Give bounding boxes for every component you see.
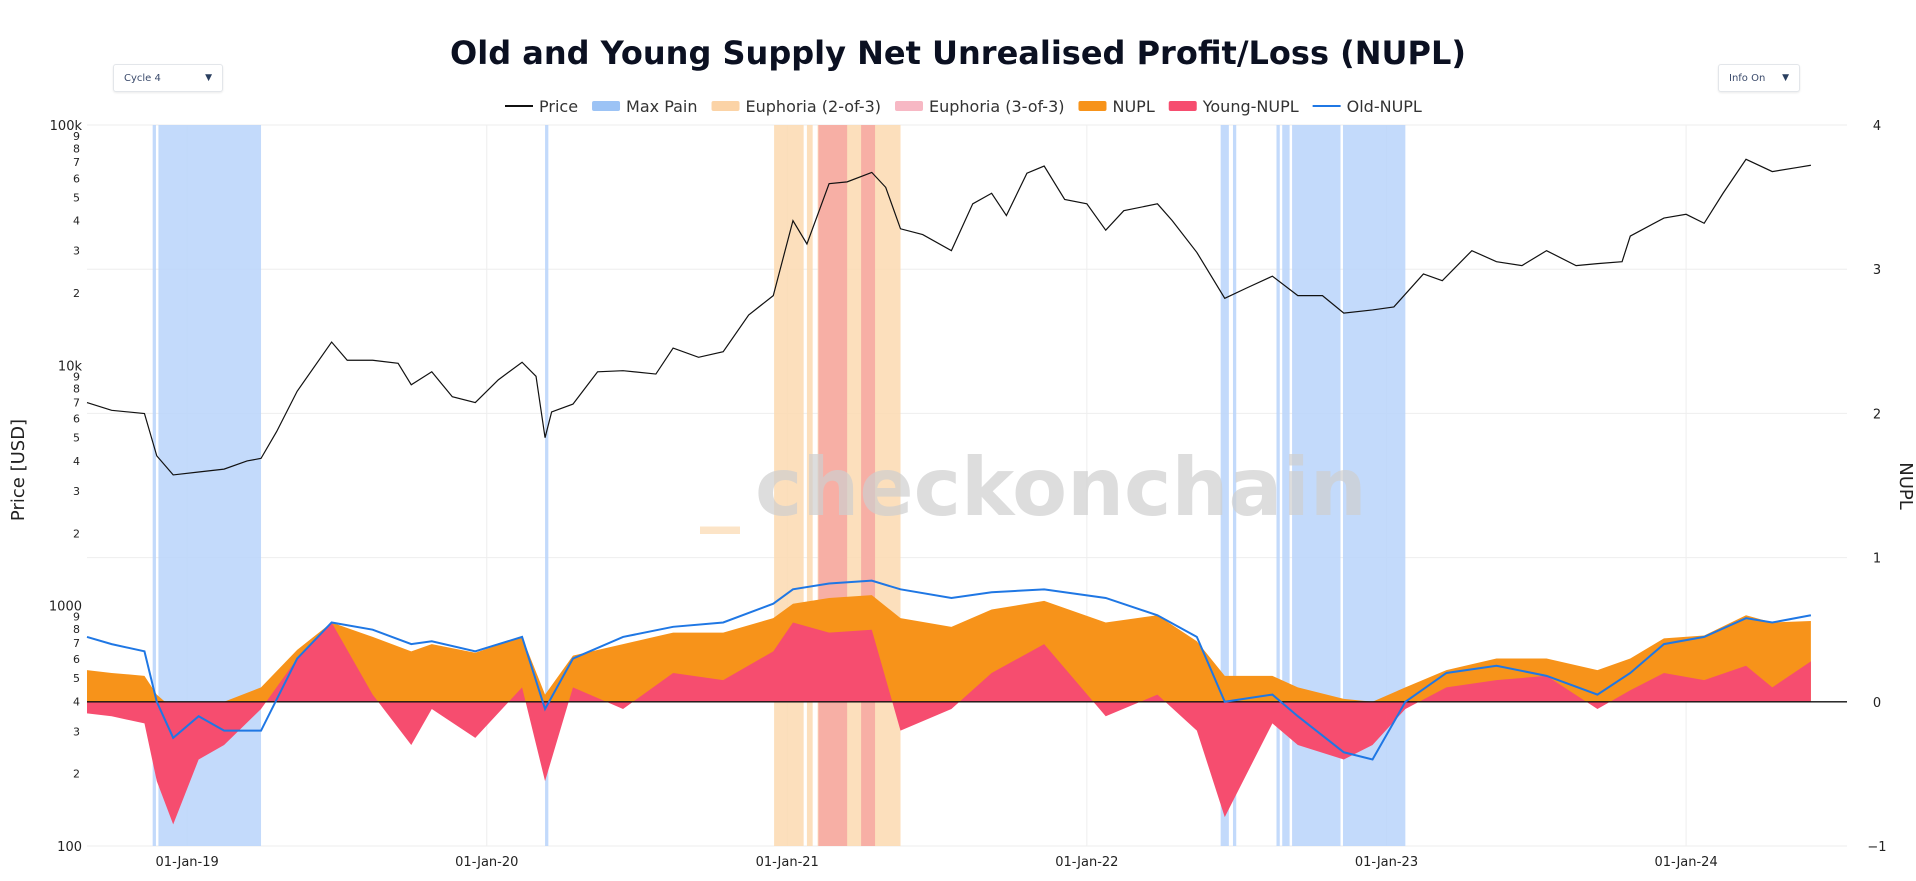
legend-label: Young-NUPL — [1202, 97, 1299, 116]
y-left-tick-label: 100 — [57, 840, 82, 855]
max-pain-band — [1282, 125, 1290, 846]
max-pain-band — [1232, 125, 1237, 846]
legend-area-swatch — [895, 101, 923, 111]
legend-label: Old-NUPL — [1347, 97, 1422, 116]
y-left-minor-tick-label: 9 — [73, 130, 80, 143]
y-right-tick-label: 4 — [1873, 119, 1881, 134]
y-left-minor-tick-label: 4 — [73, 215, 80, 228]
legend-item[interactable]: NUPL — [1078, 97, 1155, 116]
legend-item[interactable]: Young-NUPL — [1168, 97, 1299, 116]
chevron-down-icon: ▼ — [1782, 73, 1789, 83]
y-left-minor-tick-label: 2 — [73, 287, 80, 300]
y-left-minor-tick-label: 6 — [73, 413, 80, 426]
y-left-minor-tick-label: 9 — [73, 611, 80, 624]
max-pain-band — [545, 125, 549, 846]
legend-item[interactable]: Max Pain — [592, 97, 698, 116]
y-left-minor-tick-label: 3 — [73, 725, 80, 738]
nupl-area — [87, 595, 1811, 710]
y-right-tick-label: −1 — [1867, 840, 1886, 855]
max-pain-band — [1276, 125, 1280, 846]
old-nupl-line — [86, 579, 1812, 761]
legend-label: Price — [539, 97, 578, 116]
y-right-tick-label: 1 — [1873, 552, 1881, 567]
legend-item[interactable]: Price — [505, 97, 578, 116]
x-tick-label: 01-Jan-22 — [1055, 855, 1118, 870]
y-left-minor-tick-label: 3 — [73, 485, 80, 498]
euphoria-2-of-3-band — [806, 125, 813, 846]
x-tick-label: 01-Jan-19 — [156, 855, 219, 870]
y-left-minor-tick-label: 7 — [73, 637, 80, 650]
y-left-minor-tick-label: 5 — [73, 432, 80, 445]
x-tick-label: 01-Jan-21 — [756, 855, 819, 870]
y-left-minor-tick-label: 9 — [73, 370, 80, 383]
legend-label: Euphoria (3-of-3) — [929, 97, 1064, 116]
max-pain-band — [1220, 125, 1229, 846]
info-dropdown-label: Info On — [1729, 72, 1766, 84]
info-dropdown[interactable]: Info On ▼ — [1718, 64, 1800, 92]
legend-area-swatch — [592, 101, 621, 111]
legend-area-swatch — [711, 101, 740, 111]
cycle-dropdown-label: Cycle 4 — [124, 72, 161, 84]
x-tick-label: 01-Jan-20 — [455, 855, 518, 870]
x-tick-label: 01-Jan-23 — [1355, 855, 1418, 870]
legend-item[interactable]: Old-NUPL — [1312, 97, 1422, 116]
legend-label: NUPL — [1112, 97, 1154, 116]
legend-area-swatch — [1168, 101, 1197, 111]
x-tick-label: 01-Jan-24 — [1654, 855, 1717, 870]
axis-layer: 01-Jan-19 01-Jan-20 01-Jan-21 01-Jan-22 01-J… — [49, 119, 1887, 870]
area-layer — [87, 595, 1811, 825]
chevron-down-icon: ▼ — [205, 73, 212, 83]
legend-area-swatch — [1078, 101, 1107, 111]
line-layer — [86, 158, 1847, 761]
legend-label: Euphoria (2-of-3) — [746, 97, 881, 116]
y-left-minor-tick-label: 2 — [73, 527, 80, 540]
euphoria-3-of-3-band — [818, 125, 848, 846]
y-right-tick-label: 0 — [1873, 696, 1881, 711]
legend[interactable]: Price Max Pain Euphoria (2-of-3) Euphoria (… — [505, 97, 1422, 116]
y-right-axis-title: NUPL — [1895, 462, 1916, 510]
max-pain-band — [152, 125, 156, 846]
y-left-minor-tick-label: 8 — [73, 383, 80, 396]
y-left-tick-label: 100k — [50, 119, 83, 134]
legend-item[interactable]: Euphoria (3-of-3) — [895, 97, 1064, 116]
y-left-axis-title: Price [USD] — [8, 419, 29, 521]
y-left-tick-label: 1000 — [49, 600, 82, 615]
y-left-tick-label: 10k — [58, 359, 83, 374]
y-left-minor-tick-label: 4 — [73, 695, 80, 708]
y-left-minor-tick-label: 4 — [73, 455, 80, 468]
legend-item[interactable]: Euphoria (2-of-3) — [711, 97, 881, 116]
y-left-minor-tick-label: 8 — [73, 142, 80, 155]
y-left-minor-tick-label: 3 — [73, 245, 80, 258]
y-right-tick-label: 2 — [1873, 407, 1881, 422]
watermark: _ checkonchain — [700, 441, 1367, 534]
price-line — [86, 158, 1811, 476]
cycle-dropdown[interactable]: Cycle 4 ▼ — [113, 64, 223, 92]
y-left-minor-tick-label: 5 — [73, 672, 80, 685]
y-right-tick-label: 3 — [1873, 263, 1881, 278]
watermark-text: checkonchain — [755, 441, 1367, 534]
y-left-minor-tick-label: 8 — [73, 623, 80, 636]
y-left-minor-tick-label: 2 — [73, 768, 80, 781]
legend-label: Max Pain — [626, 97, 697, 116]
y-left-minor-tick-label: 7 — [73, 156, 80, 169]
y-left-minor-tick-label: 5 — [73, 191, 80, 204]
watermark-prefix: _ — [700, 441, 740, 534]
chart-title: Old and Young Supply Net Unrealised Prof… — [450, 34, 1466, 72]
y-left-minor-tick-label: 6 — [73, 653, 80, 666]
y-left-minor-tick-label: 7 — [73, 397, 80, 410]
euphoria-2-of-3-band — [774, 125, 804, 846]
y-left-minor-tick-label: 6 — [73, 172, 80, 185]
